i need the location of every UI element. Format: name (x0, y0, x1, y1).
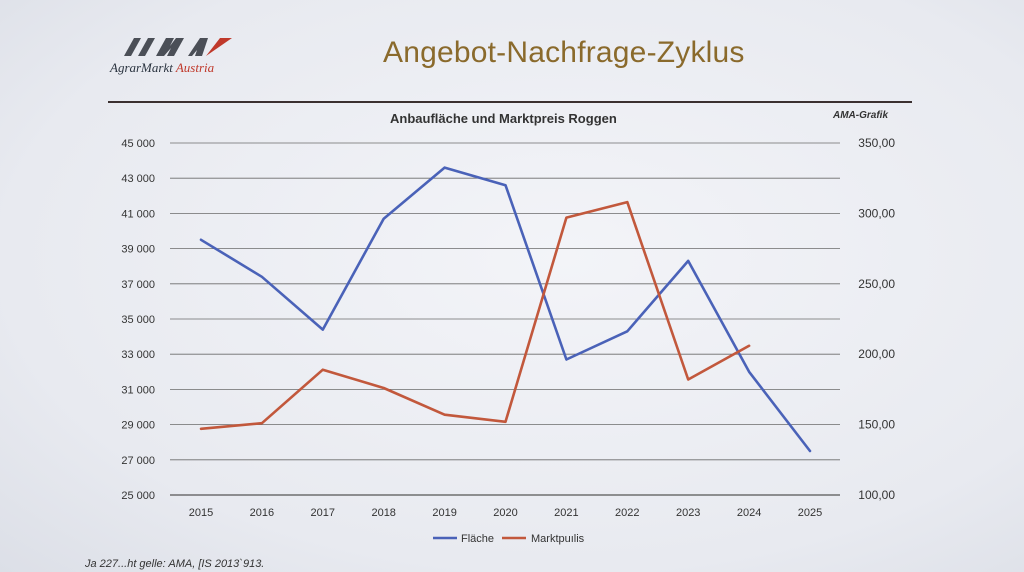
y-left-tick-label: 45 000 (121, 138, 155, 150)
x-tick-label: 2022 (615, 507, 639, 519)
y-left-tick-label: 39 000 (121, 244, 155, 256)
y-right-tick-label: 350,00 (858, 136, 895, 150)
x-tick-label: 2020 (493, 507, 517, 519)
slide-title: Angebot-Nachfrage-Zyklus (383, 36, 745, 69)
source-note: Ja 227...ht gelle: AMA, [IS 2013`913. (85, 558, 265, 570)
y-left-tick-label: 33 000 (121, 349, 155, 361)
ama-logo-icon (124, 38, 232, 56)
x-tick-label: 2015 (189, 507, 213, 519)
y-right-tick-label: 300,00 (858, 206, 895, 220)
y-left-tick-label: 25 000 (121, 490, 155, 502)
x-tick-label: 2021 (554, 507, 578, 519)
y-left-tick-label: 41 000 (121, 208, 155, 220)
header-divider (108, 101, 912, 103)
y-right-tick-label: 100,00 (858, 488, 895, 502)
y-right-tick-label: 150,00 (858, 418, 895, 432)
x-tick-label: 2017 (311, 507, 335, 519)
x-tick-label: 2018 (371, 507, 395, 519)
y-left-tick-label: 35 000 (121, 314, 155, 326)
y-right-tick-label: 200,00 (858, 347, 895, 361)
y-left-tick-label: 27 000 (121, 455, 155, 467)
chart-title: Anbaufläche und Marktpreis Roggen (390, 111, 617, 126)
y-left-tick-label: 31 000 (121, 384, 155, 396)
series-line-marktpreis (199, 200, 751, 431)
legend-label: Marktpuılis (531, 533, 585, 545)
x-tick-label: 2023 (676, 507, 700, 519)
y-left-tick-label: 43 000 (121, 173, 155, 185)
x-tick-label: 2024 (737, 507, 761, 519)
y-left-tick-label: 37 000 (121, 279, 155, 291)
logo-wordmark: AgrarMarkt Austria (110, 60, 214, 76)
logo-name-2: Austria (175, 60, 215, 75)
chart-credit: AMA-Grafik (833, 110, 889, 121)
x-tick-label: 2025 (798, 507, 822, 519)
x-tick-label: 2016 (250, 507, 274, 519)
y-right-tick-label: 250,00 (858, 277, 895, 291)
logo-name-1: AgrarMarkt (110, 60, 173, 75)
y-left-tick-label: 29 000 (121, 420, 155, 432)
x-tick-label: 2019 (432, 507, 456, 519)
legend-label: Fläche (461, 533, 494, 545)
series-line-flaeche (199, 166, 812, 453)
